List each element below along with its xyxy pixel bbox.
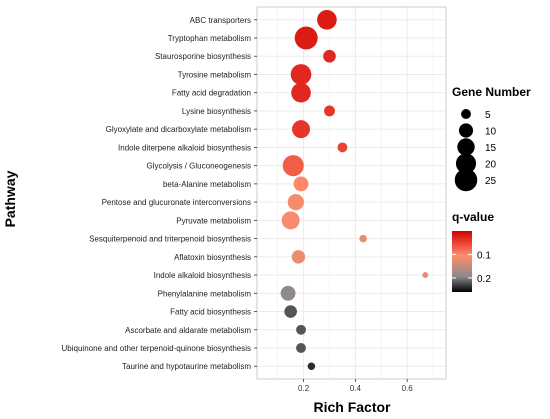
data-point: [323, 49, 336, 63]
y-tick-label: Pyruvate metabolism: [176, 216, 251, 225]
y-tick-label: Aflatoxin biosynthesis: [174, 253, 251, 262]
y-tick-label: Taurine and hypotaurine metabolism: [122, 362, 251, 371]
data-point: [290, 64, 312, 85]
y-tick-label: Ascorbate and aldarate metabolism: [125, 326, 251, 335]
y-tick-label: Pentose and glucuronate interconversions: [102, 198, 251, 207]
data-point: [296, 343, 306, 353]
data-points: [280, 9, 429, 370]
size-legend-label: 25: [485, 176, 497, 187]
y-tick-label: ABC transporters: [190, 16, 251, 25]
y-tick-labels: ABC transporters Tryptophan metabolism Sta…: [62, 16, 252, 371]
data-point: [317, 9, 337, 30]
size-legend-label: 5: [485, 110, 491, 121]
data-point: [291, 250, 306, 264]
data-point: [291, 82, 311, 103]
gene-number-legend: 5 10 15 20 25: [454, 109, 497, 192]
data-point: [282, 155, 304, 177]
y-tick-label: Fatty acid degradation: [172, 89, 251, 98]
y-tick-label: Staurosporine biosynthesis: [155, 52, 251, 61]
axis-ticks: [254, 19, 408, 382]
q-value-legend-title: q-value: [452, 210, 494, 224]
x-tick-label: 0.2: [298, 384, 310, 393]
data-point: [281, 211, 300, 230]
x-tick-label: 0.4: [350, 384, 362, 393]
x-axis-title: Rich Factor: [313, 399, 391, 415]
data-point: [293, 176, 309, 192]
data-point: [280, 285, 296, 301]
x-tick-label: 0.6: [402, 384, 414, 393]
y-tick-label: Phenylalanine metabolism: [158, 289, 252, 298]
y-tick-label: Tryptophan metabolism: [168, 34, 252, 43]
size-legend-circle: [454, 168, 478, 192]
size-legend-circle: [457, 138, 475, 156]
y-tick-label: Indole diterpene alkaloid biosynthesis: [118, 143, 251, 152]
q-value-colorbar: [452, 231, 472, 292]
size-legend-label: 20: [485, 160, 497, 171]
data-point: [337, 142, 348, 153]
size-legend-label: 15: [485, 143, 497, 154]
data-point: [284, 305, 297, 318]
size-legend-label: 10: [485, 127, 497, 138]
colorbar-tick-label: 0.2: [477, 274, 491, 285]
y-tick-label: Tyrosine metabolism: [178, 70, 252, 79]
plot-panel: [256, 6, 447, 380]
y-tick-label: Glyoxylate and dicarboxylate metabolism: [106, 125, 252, 134]
q-value-legend-ticks: 0.1 0.2: [452, 250, 491, 285]
data-point: [292, 120, 311, 139]
data-point: [294, 26, 318, 50]
data-point: [287, 194, 304, 211]
gene-number-legend-title: Gene Number: [452, 85, 531, 99]
panel-background: [257, 7, 446, 379]
data-point: [422, 272, 429, 279]
y-tick-label: Lysine biosynthesis: [182, 107, 251, 116]
y-tick-label: Fatty acid biosynthesis: [170, 308, 251, 317]
size-legend-circle: [458, 123, 474, 138]
data-point: [307, 362, 316, 370]
grid-lines: [257, 7, 446, 379]
size-legend-circle: [461, 109, 471, 119]
data-point: [296, 324, 306, 335]
y-tick-label: Sesquiterpenoid and triterpenoid biosynt…: [89, 235, 251, 244]
y-axis-title: Pathway: [2, 170, 18, 227]
data-point: [359, 234, 367, 243]
data-point: [324, 105, 335, 117]
colorbar-tick-label: 0.1: [477, 250, 491, 261]
y-tick-label: Indole alkaloid biosynthesis: [154, 271, 251, 280]
x-tick-labels: 0.2 0.4 0.6: [298, 384, 413, 393]
y-tick-label: Glycolysis / Gluconeogenesis: [147, 162, 252, 171]
y-tick-label: Ubiquinone and other terpenoid-quinone b…: [62, 344, 251, 353]
y-tick-label: beta-Alanine metabolism: [163, 180, 251, 189]
size-legend-circle: [455, 153, 477, 174]
